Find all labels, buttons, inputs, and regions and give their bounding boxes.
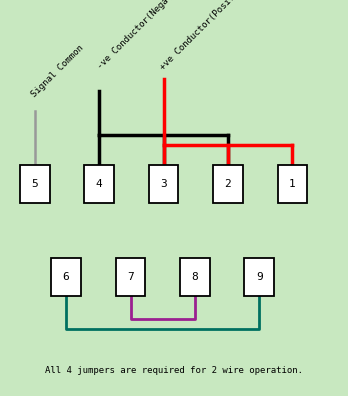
Text: 5: 5 (31, 179, 38, 189)
Text: 6: 6 (63, 272, 70, 282)
Bar (84, 165, 114, 203)
Bar (277, 165, 307, 203)
Text: 2: 2 (224, 179, 231, 189)
Bar (180, 258, 209, 296)
Bar (116, 258, 145, 296)
Text: +ve Conductor(Positive): +ve Conductor(Positive) (158, 0, 252, 71)
Text: 7: 7 (127, 272, 134, 282)
Text: 4: 4 (96, 179, 103, 189)
Bar (20, 165, 50, 203)
Text: Signal Common: Signal Common (30, 43, 85, 99)
Text: 9: 9 (256, 272, 263, 282)
Text: 3: 3 (160, 179, 167, 189)
Text: -ve Conductor(Negative): -ve Conductor(Negative) (96, 0, 189, 71)
Text: 8: 8 (191, 272, 198, 282)
Bar (213, 165, 243, 203)
Bar (52, 258, 81, 296)
Bar (149, 165, 178, 203)
Text: All 4 jumpers are required for 2 wire operation.: All 4 jumpers are required for 2 wire op… (45, 366, 303, 375)
Text: 1: 1 (289, 179, 296, 189)
Bar (244, 258, 274, 296)
